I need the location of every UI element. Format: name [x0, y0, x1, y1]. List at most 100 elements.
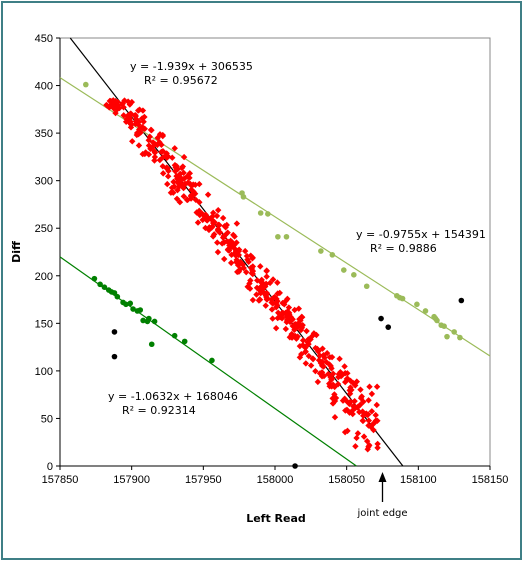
data-point [353, 434, 360, 442]
data-point [363, 437, 371, 445]
data-point [323, 358, 330, 366]
data-point [351, 272, 357, 278]
data-point [315, 348, 322, 355]
data-point [269, 276, 277, 283]
trendline-r-squared: R² = 0.95672 [144, 74, 218, 87]
x-tick-label: 157850 [42, 474, 79, 486]
data-point [253, 284, 261, 292]
data-point [374, 444, 381, 451]
data-point [385, 324, 392, 330]
data-point [147, 145, 154, 152]
data-point [181, 338, 188, 345]
data-point [372, 417, 380, 424]
data-point [226, 242, 233, 249]
data-point [291, 306, 298, 314]
data-point [136, 106, 143, 113]
data-point [180, 153, 188, 161]
data-point [374, 440, 381, 448]
data-point [180, 193, 188, 200]
data-point [268, 306, 276, 313]
data-point [127, 300, 134, 307]
y-tick-label: 200 [35, 271, 53, 283]
data-point [126, 101, 134, 108]
data-point [213, 212, 221, 220]
data-point [296, 354, 304, 361]
data-point [257, 278, 264, 285]
x-tick-label: 158000 [257, 474, 294, 486]
y-axis-title: Diff [10, 241, 23, 263]
data-point [202, 224, 209, 232]
data-point [151, 147, 158, 155]
data-point [249, 255, 256, 262]
data-point [243, 268, 250, 276]
data-point [208, 224, 215, 231]
data-point [187, 181, 195, 189]
data-point [182, 180, 189, 188]
data-point [299, 337, 307, 344]
data-point [360, 433, 368, 440]
data-point [121, 97, 128, 104]
trendline-r-squared: R² = 0.92314 [122, 404, 196, 417]
data-point [315, 357, 323, 364]
data-point [303, 327, 310, 335]
data-point [136, 126, 143, 133]
data-point [171, 332, 178, 339]
data-point [209, 357, 215, 364]
data-point [186, 174, 193, 182]
data-point [163, 165, 171, 172]
data-point [262, 290, 270, 297]
data-point [240, 264, 247, 272]
data-point [282, 325, 290, 333]
data-point [235, 246, 243, 253]
data-point [309, 355, 317, 362]
data-point [318, 248, 324, 254]
data-point [373, 401, 380, 409]
data-point [140, 118, 147, 125]
data-point [172, 167, 179, 175]
data-point [135, 118, 143, 125]
data-point [193, 209, 200, 216]
data-point [183, 173, 191, 180]
data-point [352, 443, 359, 450]
data-point [253, 291, 260, 298]
data-point [146, 315, 152, 322]
data-point [256, 296, 264, 303]
data-point [204, 191, 212, 198]
data-point [214, 206, 222, 214]
data-point [174, 186, 181, 194]
data-point [151, 140, 159, 148]
data-point [233, 220, 241, 227]
data-point [341, 267, 347, 273]
data-point [214, 239, 221, 246]
data-point [312, 367, 319, 375]
data-point [176, 199, 184, 206]
data-point [269, 315, 276, 322]
data-point [329, 400, 337, 407]
data-point [334, 380, 342, 388]
data-point [111, 353, 118, 360]
data-point [139, 107, 147, 114]
data-point [302, 348, 309, 355]
data-point [366, 383, 373, 390]
data-point [341, 363, 348, 370]
data-point [444, 333, 450, 340]
y-tick-label: 300 [35, 176, 53, 188]
data-point [328, 353, 336, 361]
data-point [91, 275, 98, 282]
data-point [263, 273, 270, 280]
data-point [128, 121, 135, 128]
data-point [148, 126, 155, 134]
data-point [137, 307, 144, 313]
data-point [151, 318, 158, 325]
data-point [230, 231, 237, 239]
data-point [357, 386, 364, 393]
data-point [170, 178, 177, 186]
data-point [284, 308, 291, 315]
data-point [282, 297, 290, 304]
data-point [158, 141, 165, 149]
data-point [268, 296, 275, 303]
data-point [348, 386, 355, 394]
data-point [135, 142, 143, 149]
data-point [164, 180, 171, 188]
data-point [346, 409, 353, 416]
